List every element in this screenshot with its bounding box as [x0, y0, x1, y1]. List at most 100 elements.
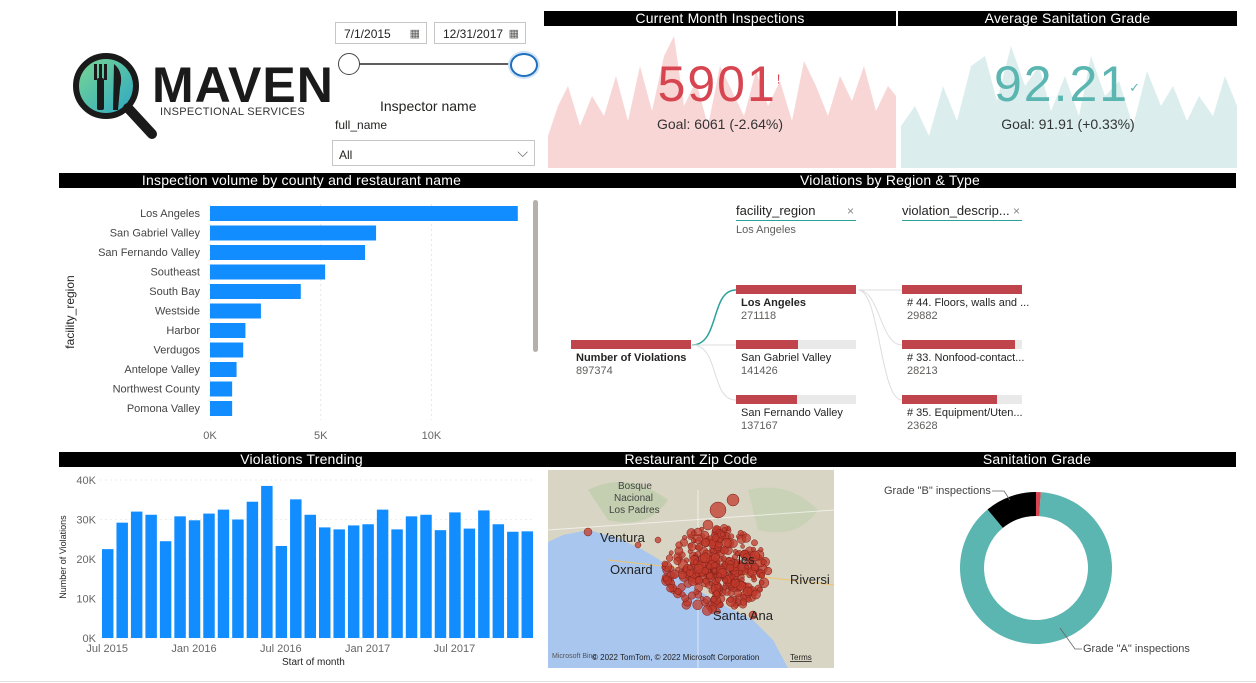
map-marker — [722, 585, 728, 591]
bar-x-tick: 5K — [314, 430, 328, 442]
trend-bar — [203, 513, 215, 638]
map-marker — [681, 594, 689, 602]
trend-bar — [174, 516, 186, 638]
map-marker — [720, 546, 729, 555]
inspector-field-label: full_name — [335, 118, 388, 132]
chevron-down-icon[interactable]: ⌵ — [517, 144, 528, 160]
bar-category-label: Southeast — [150, 267, 200, 279]
trend-header: Violations Trending — [59, 452, 544, 467]
trend-bar — [391, 529, 403, 638]
start-date-input[interactable]: 7/1/2015 ▦ — [335, 22, 427, 44]
kpi-grade-goal: Goal: 91.91 (+0.33%) — [1001, 116, 1135, 132]
map-marker — [760, 559, 767, 566]
map-marker — [706, 572, 714, 580]
bing-logo: Microsoft Bing — [552, 653, 596, 660]
map-marker — [675, 541, 683, 549]
decomp-root-bar[interactable] — [571, 340, 691, 349]
slider-end-handle[interactable] — [510, 53, 538, 77]
bar-mark — [210, 264, 326, 280]
map-marker — [706, 563, 713, 570]
bar-mark — [210, 284, 301, 299]
violation-node-bar[interactable] — [902, 395, 997, 404]
map-marker — [741, 533, 751, 543]
kpi-current-header: Current Month Inspections — [544, 11, 896, 26]
bar-mark — [210, 323, 246, 338]
trend-bar — [434, 530, 447, 638]
map-marker — [717, 537, 723, 543]
violation-node-bar[interactable] — [902, 340, 1015, 349]
map-place-riverside: Riversi — [790, 572, 830, 587]
map-marker — [727, 596, 734, 603]
date-range-slider[interactable] — [338, 52, 538, 77]
donut-slice — [1036, 492, 1041, 517]
region-node-value: 137167 — [741, 420, 778, 432]
bar-category-label: South Bay — [149, 286, 200, 298]
bar-chart-scrollbar[interactable] — [533, 200, 538, 352]
bar-category-label: Antelope Valley — [124, 364, 200, 376]
bar-category-label: Verdugos — [154, 345, 201, 357]
bar-mark — [210, 342, 244, 358]
region-node-bar[interactable] — [736, 285, 856, 294]
close-icon[interactable]: × — [847, 204, 855, 218]
inspector-dropdown-value: All — [339, 148, 353, 162]
filter-facility-region[interactable]: facility_region — [736, 203, 856, 221]
trend-bar — [405, 516, 418, 638]
magnifier-fork-knife-icon — [73, 53, 157, 139]
map-marker — [711, 553, 720, 562]
end-date-input[interactable]: 12/31/2017 ▦ — [434, 22, 526, 44]
map-marker — [743, 586, 753, 597]
map-marker — [739, 598, 747, 606]
violation-node-label: # 44. Floors, walls and ... — [907, 297, 1030, 309]
map-marker — [702, 577, 710, 585]
inspector-dropdown[interactable]: All ⌵ — [332, 140, 535, 166]
trend-bar — [188, 520, 201, 638]
map-marker — [665, 554, 674, 562]
close-icon[interactable]: × — [1013, 204, 1021, 218]
map-marker — [726, 493, 740, 507]
kpi-current-goal: Goal: 6061 (-2.64%) — [656, 116, 784, 132]
slider-start-handle[interactable] — [338, 53, 360, 75]
region-node-label: Los Angeles — [741, 297, 806, 309]
calendar-icon[interactable]: ▦ — [508, 28, 519, 40]
trend-bar — [319, 527, 331, 638]
donut-label-b: Grade "B" inspections — [884, 485, 991, 497]
map-marker — [692, 599, 703, 611]
decomp-root-value: 897374 — [576, 365, 613, 377]
map-marker — [710, 596, 718, 603]
region-node-bar[interactable] — [736, 395, 798, 404]
trend-bar — [159, 541, 172, 638]
trend-bar — [116, 522, 128, 638]
trend-bar — [420, 514, 432, 638]
bar-mark — [210, 362, 237, 377]
kpi-grade-flag: ✓ — [1129, 79, 1143, 95]
trend-bar — [232, 519, 244, 638]
trend-bar — [362, 524, 374, 638]
filter-violation-description[interactable]: violation_descrip... — [902, 203, 1022, 221]
donut-slice — [960, 492, 1112, 644]
map-place-bosque: Bosque — [618, 481, 652, 492]
trend-bar — [290, 499, 302, 638]
region-node-bar[interactable] — [736, 340, 799, 349]
region-node-value: 271118 — [741, 310, 777, 322]
calendar-icon[interactable]: ▦ — [409, 28, 420, 40]
trend-bar — [217, 509, 230, 638]
bar-mark — [210, 381, 233, 397]
bar-mark — [210, 225, 377, 241]
map-marker — [730, 578, 740, 588]
bar-category-label: Harbor — [166, 325, 200, 337]
start-date-value: 7/1/2015 — [344, 27, 391, 41]
trend-x-tick: Jul 2015 — [86, 643, 128, 655]
donut-leader-lines — [992, 490, 1082, 650]
brand-tagline: INSPECTIONAL SERVICES — [160, 106, 306, 118]
violation-node-bar[interactable] — [902, 285, 1022, 294]
trend-bar — [376, 509, 389, 638]
trend-y-tick: 40K — [76, 475, 96, 487]
map-marker — [668, 550, 674, 556]
restaurant-map[interactable]: Bosque Nacional Los Padres Ventura Oxnar… — [548, 470, 834, 668]
kpi-current-value-row: 5901! — [550, 55, 890, 113]
trend-bar — [478, 510, 490, 638]
trend-bar — [347, 525, 360, 638]
bar-category-label: San Gabriel Valley — [110, 228, 201, 240]
map-marker — [674, 587, 682, 596]
bar-category-label: Westside — [155, 306, 200, 318]
